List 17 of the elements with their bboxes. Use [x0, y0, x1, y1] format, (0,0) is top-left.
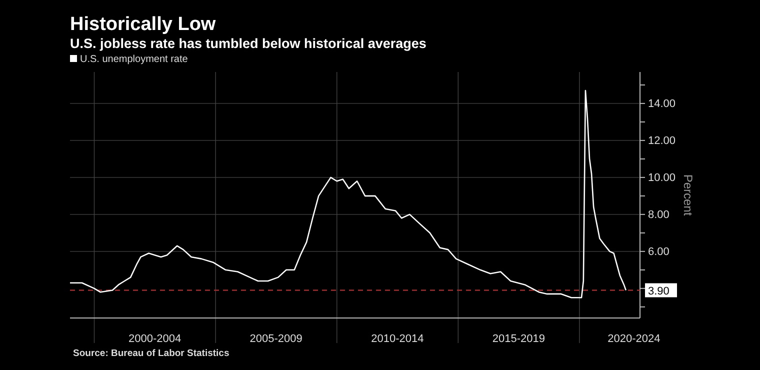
y-tick-label: 6.00 — [648, 246, 670, 258]
line-series — [69, 90, 627, 298]
x-tick-label: 2010-2014 — [371, 332, 424, 345]
x-tick-label: 2005-2009 — [250, 332, 302, 345]
legend-label: U.S. unemployment rate — [80, 54, 188, 65]
y-tick-label: 12.00 — [648, 134, 676, 147]
ref-line-label: 3.90 — [648, 285, 670, 298]
x-tick-label: 2020-2024 — [608, 332, 660, 345]
y-tick-label: 8.00 — [648, 208, 670, 221]
x-tick-label: 2015-2019 — [492, 332, 546, 345]
source-note: Source: Bureau of Labor Statistics — [73, 348, 230, 359]
x-tick-label: 2000-2004 — [128, 332, 182, 345]
chart-title: Historically Low — [70, 14, 216, 35]
chart-subtitle: U.S. jobless rate has tumbled below historical averages — [70, 36, 426, 51]
y-tick-label: 10.00 — [648, 172, 676, 184]
y-tick-label: 14.00 — [648, 98, 676, 110]
y-axis-title: Percent — [681, 174, 695, 216]
